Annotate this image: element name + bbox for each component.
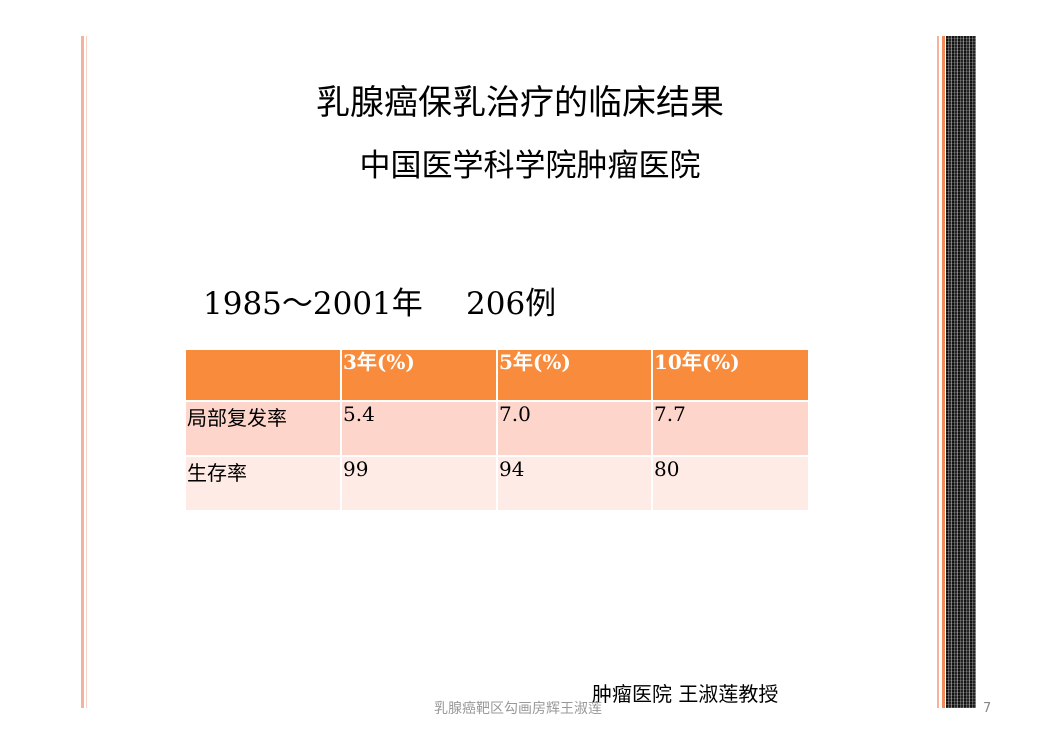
- table-row: 局部复发率 5.4 7.0 7.7: [186, 401, 810, 457]
- table-cell: 7.7: [652, 401, 810, 457]
- table-cell: 7.0: [497, 401, 653, 457]
- table-cell: 94: [497, 456, 653, 512]
- row-label: 生存率: [186, 456, 342, 512]
- right-decor-bar-thin: [937, 36, 939, 708]
- slide-title: 乳腺癌保乳治疗的临床结果: [316, 83, 724, 123]
- table-cell: 5.4: [341, 401, 498, 457]
- table-header-cell: 5年(%): [497, 350, 653, 402]
- footer-text: 乳腺癌靶区勾画房辉王淑莲: [434, 701, 602, 717]
- left-decor-bar-thin: [86, 36, 87, 708]
- slide-subtitle: 中国医学科学院肿瘤医院: [359, 148, 701, 184]
- page-number: 7: [983, 701, 992, 716]
- row-label: 局部复发率: [186, 401, 342, 457]
- table-header-row: 3年(%) 5年(%) 10年(%): [186, 350, 810, 402]
- case-count: 206例: [466, 286, 557, 322]
- results-table: 3年(%) 5年(%) 10年(%) 局部复发率 5.4 7.0 7.7 生存率…: [186, 350, 810, 512]
- table-cell: 99: [341, 456, 498, 512]
- table-cell: 80: [652, 456, 810, 512]
- table-header-cell: 3年(%): [341, 350, 498, 402]
- author-credit: 肿瘤医院 王淑莲教授: [592, 682, 779, 706]
- study-period: 1985～2001年: [203, 286, 423, 322]
- table-row: 生存率 99 94 80: [186, 456, 810, 512]
- right-decor-band: [946, 36, 976, 708]
- table-header-cell: [186, 350, 342, 402]
- table-header-cell: 10年(%): [652, 350, 810, 402]
- right-decor-bar: [942, 36, 945, 708]
- left-decor-bar: [81, 36, 84, 708]
